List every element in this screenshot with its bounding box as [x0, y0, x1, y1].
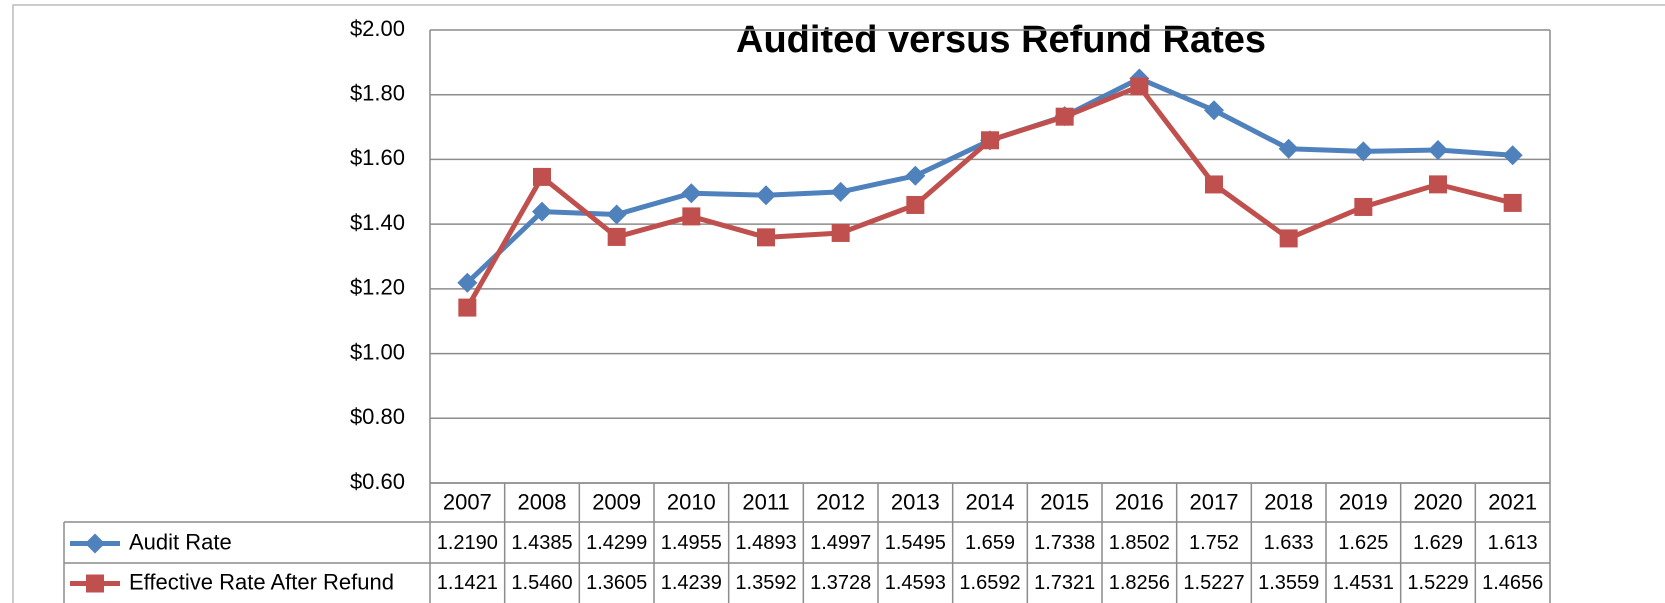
table-value: 1.4531: [1333, 572, 1394, 594]
table-value: 1.4593: [885, 572, 946, 594]
y-tick-label: $0.60: [350, 469, 405, 494]
table-value: 1.8256: [1109, 572, 1170, 594]
table-value: 1.633: [1264, 532, 1314, 554]
marker: [1278, 138, 1299, 159]
marker: [757, 228, 775, 247]
x-tick-label: 2018: [1264, 489, 1313, 514]
marker: [1428, 140, 1448, 161]
y-tick-label: $2.00: [350, 16, 405, 41]
marker: [458, 298, 477, 317]
y-tick-label: $1.40: [350, 210, 405, 235]
table-value: 1.5227: [1183, 572, 1244, 594]
table-value: 1.625: [1338, 532, 1388, 554]
marker: [1205, 175, 1223, 194]
x-tick-label: 2021: [1488, 489, 1537, 514]
legend-label: Audit Rate: [129, 529, 232, 554]
marker: [830, 181, 851, 202]
table-value: 1.5460: [511, 572, 572, 594]
x-tick-label: 2017: [1190, 489, 1239, 514]
marker: [906, 195, 925, 214]
marker: [533, 167, 551, 186]
table-value: 1.752: [1189, 532, 1239, 554]
table-value: 1.5495: [885, 532, 946, 554]
chart-frame: [12, 4, 1665, 603]
table-value: 1.4656: [1482, 572, 1543, 594]
y-tick-label: $1.20: [350, 275, 405, 300]
marker: [1502, 145, 1523, 166]
marker: [532, 201, 552, 222]
marker: [1279, 229, 1298, 248]
marker: [981, 131, 999, 150]
table-value: 1.4239: [661, 572, 722, 594]
table-value: 1.8502: [1109, 532, 1170, 554]
table-value: 1.7321: [1034, 572, 1095, 594]
table-value: 1.4955: [661, 532, 722, 554]
x-tick-label: 2013: [891, 489, 940, 514]
table-value: 1.4893: [735, 532, 796, 554]
table-value: 1.3728: [810, 572, 871, 594]
marker: [831, 223, 850, 242]
x-tick-label: 2019: [1339, 489, 1388, 514]
table-value: 1.4997: [810, 532, 871, 554]
y-tick-label: $1.60: [350, 145, 405, 170]
x-tick-label: 2016: [1115, 489, 1164, 514]
x-tick-label: 2014: [966, 489, 1015, 514]
table-value: 1.3605: [586, 572, 647, 594]
x-tick-label: 2020: [1414, 489, 1463, 514]
table-value: 1.4385: [511, 532, 572, 554]
y-tick-label: $1.80: [350, 81, 405, 106]
table-value: 1.3559: [1258, 572, 1319, 594]
legend-label: Effective Rate After Refund: [129, 569, 394, 594]
table-value: 1.2190: [437, 532, 498, 554]
marker: [905, 165, 926, 186]
marker: [457, 272, 478, 293]
series-line: [465, 75, 1513, 285]
table-value: 1.5229: [1407, 572, 1468, 594]
marker: [682, 207, 701, 226]
x-tick-label: 2010: [667, 489, 716, 514]
x-tick-label: 2008: [518, 489, 567, 514]
chart-title: Audited versus Refund Rates: [736, 19, 1266, 61]
marker: [1429, 175, 1447, 194]
table-value: 1.6592: [959, 572, 1020, 594]
table-value: 1.613: [1488, 532, 1538, 554]
x-tick-label: 2011: [742, 489, 789, 514]
table-value: 1.7338: [1034, 532, 1095, 554]
marker: [607, 227, 626, 246]
legend-marker: [85, 533, 105, 554]
x-tick-label: 2015: [1040, 489, 1089, 514]
x-tick-label: 2009: [592, 489, 641, 514]
y-tick-label: $1.00: [350, 339, 405, 364]
x-tick-label: 2007: [443, 489, 492, 514]
marker: [606, 204, 627, 225]
table-value: 1.659: [965, 532, 1015, 554]
marker: [1204, 100, 1224, 121]
table-value: 1.4299: [586, 532, 647, 554]
legend-marker: [86, 574, 104, 593]
y-tick-label: $0.80: [350, 404, 405, 429]
table-value: 1.629: [1413, 532, 1463, 554]
table-value: 1.1421: [437, 572, 498, 594]
series-line: [465, 83, 1514, 309]
marker: [1354, 197, 1373, 216]
marker: [1353, 141, 1374, 162]
marker: [1130, 77, 1149, 96]
marker: [756, 185, 776, 206]
x-tick-label: 2012: [816, 489, 865, 514]
marker: [1055, 107, 1074, 126]
marker: [681, 183, 702, 204]
marker: [1503, 193, 1522, 212]
table-value: 1.3592: [735, 572, 796, 594]
